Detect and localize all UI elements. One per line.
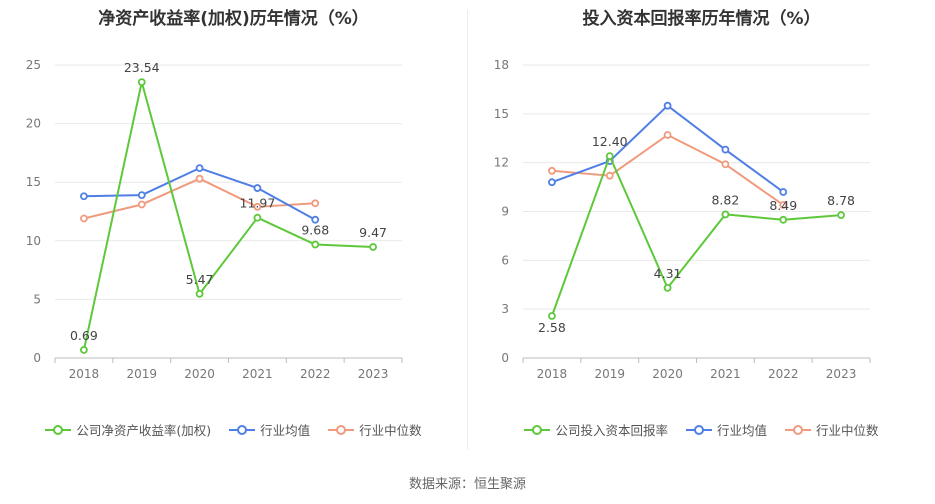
- company-series-point: [311, 240, 320, 249]
- data-label: 8.49: [769, 198, 797, 213]
- industry-avg-series-point: [253, 184, 262, 192]
- company-series-point: [663, 283, 672, 292]
- y-tick-label: 9: [501, 205, 509, 219]
- x-tick-label: 2023: [358, 367, 389, 381]
- y-tick-label: 6: [501, 253, 509, 267]
- legend-item-industry-median[interactable]: 行业中位数: [785, 420, 879, 439]
- industry-avg-series-point: [721, 145, 730, 154]
- y-tick-label: 15: [494, 107, 509, 121]
- data-label: 8.78: [827, 193, 855, 208]
- industry-median-series-point: [721, 160, 730, 169]
- industry-median-series-point: [779, 201, 788, 209]
- x-tick-label: 2018: [69, 367, 100, 381]
- industry-avg-series-point: [548, 178, 556, 187]
- industry-avg-series-point: [195, 164, 204, 173]
- legend-label: 行业中位数: [816, 423, 879, 438]
- data-label: 2.58: [538, 320, 566, 335]
- y-tick-label: 10: [26, 234, 41, 248]
- data-label: 9.68: [301, 223, 329, 238]
- industry-avg-series-point: [137, 191, 146, 199]
- x-tick-label: 2019: [594, 367, 625, 381]
- legend-item-industry-median[interactable]: 行业中位数: [328, 420, 422, 439]
- legend-label: 行业中位数: [359, 423, 422, 438]
- y-tick-label: 25: [26, 58, 41, 72]
- roe-chart-legend: 公司净资产收益率(加权) 行业均值 行业中位数: [0, 420, 467, 439]
- legend-label: 公司净资产收益率(加权): [76, 423, 212, 438]
- x-tick-label: 2022: [300, 367, 331, 381]
- industry-median-series-point: [548, 166, 556, 175]
- legend-line-icon: [229, 424, 256, 436]
- legend-item-industry-avg[interactable]: 行业均值: [685, 420, 767, 439]
- industry-avg-series-point: [80, 192, 88, 201]
- industry-avg-series-line: [551, 104, 784, 193]
- company-series-line: [550, 155, 842, 317]
- panel-divider: [467, 10, 468, 450]
- industry-median-series-point: [253, 202, 262, 211]
- legend-item-industry-avg[interactable]: 行业均值: [229, 420, 310, 439]
- company-series-point: [837, 211, 845, 219]
- legend-line-icon: [524, 424, 551, 436]
- industry-avg-series-point: [779, 188, 788, 196]
- roe-chart-title: 净资产收益率(加权)历年情况（%）: [98, 9, 369, 29]
- x-tick-label: 2022: [768, 367, 799, 381]
- industry-avg-series-point: [663, 101, 672, 110]
- industry-median-series-point: [663, 131, 672, 139]
- y-tick-label: 5: [33, 292, 41, 306]
- x-tick-label: 2023: [826, 367, 857, 381]
- company-series-point: [548, 312, 556, 320]
- roic-chart-title: 投入资本回报率历年情况（%）: [582, 9, 821, 29]
- data-source-footer: 数据来源：恒生聚源: [408, 477, 526, 492]
- data-label: 0.69: [70, 328, 98, 343]
- industry-avg-series-point: [311, 215, 320, 224]
- company-series-point: [369, 243, 377, 251]
- industry-median-series-point: [195, 174, 204, 183]
- company-series-point: [195, 289, 204, 298]
- legend-item-company-roic[interactable]: 公司投入资本回报率: [524, 420, 668, 439]
- data-label: 9.47: [359, 225, 387, 240]
- company-series-point: [80, 346, 88, 354]
- legend-line-icon: [785, 424, 811, 436]
- x-tick-label: 2021: [242, 367, 273, 381]
- industry-median-series-point: [311, 199, 320, 208]
- y-tick-label: 0: [33, 351, 41, 365]
- data-label: 8.82: [711, 192, 739, 207]
- legend-label: 行业均值: [716, 423, 767, 438]
- x-tick-label: 2018: [537, 367, 568, 381]
- roic-chart-plot: 0 3 6 9 12 15 18 2018 2019 2020 2021 2022 2023 2.58 12…: [494, 58, 871, 381]
- legend-label: 公司投入资本回报率: [555, 423, 668, 438]
- industry-median-series-point: [80, 214, 88, 223]
- data-label: 12.40: [592, 134, 628, 149]
- y-tick-label: 15: [26, 175, 41, 189]
- y-tick-label: 18: [494, 58, 509, 72]
- x-tick-label: 2020: [652, 367, 683, 381]
- roe-chart-panel: 净资产收益率(加权)历年情况（%） 0 5 10 15 20 25 2018 2019 2020…: [0, 0, 467, 460]
- company-series-point: [137, 78, 146, 87]
- company-series-point: [721, 210, 730, 219]
- x-tick-label: 2019: [126, 367, 157, 381]
- data-label: 23.54: [124, 60, 160, 75]
- y-tick-label: 12: [494, 156, 509, 170]
- industry-median-series-point: [605, 171, 614, 180]
- legend-label: 行业均值: [260, 423, 311, 438]
- legend-line-icon: [45, 424, 72, 436]
- x-tick-label: 2020: [184, 367, 215, 381]
- y-tick-label: 3: [501, 302, 509, 316]
- roic-chart-legend: 公司投入资本回报率 行业均值 行业中位数: [468, 420, 935, 439]
- company-series-point: [779, 215, 788, 224]
- x-tick-label: 2021: [710, 367, 741, 381]
- legend-line-icon: [685, 424, 712, 436]
- roic-chart-panel: 投入资本回报率历年情况（%） 0 3 6 9 12 15 18 2018 2019 2020 202…: [468, 0, 935, 460]
- y-tick-label: 0: [501, 351, 509, 365]
- company-series-point: [605, 152, 614, 161]
- legend-line-icon: [328, 424, 355, 436]
- data-label: 4.31: [654, 266, 682, 281]
- y-tick-label: 20: [26, 117, 41, 131]
- company-series-point: [253, 213, 262, 222]
- legend-item-company-roe[interactable]: 公司净资产收益率(加权): [45, 420, 211, 439]
- data-label: 11.97: [240, 196, 276, 211]
- roe-chart-plot: 0 5 10 15 20 25 2018 2019 2020 2021 2022 2023 0.69 23…: [26, 58, 403, 381]
- industry-median-series-point: [137, 200, 146, 209]
- data-label: 5.47: [186, 272, 214, 287]
- company-series-line: [82, 81, 374, 351]
